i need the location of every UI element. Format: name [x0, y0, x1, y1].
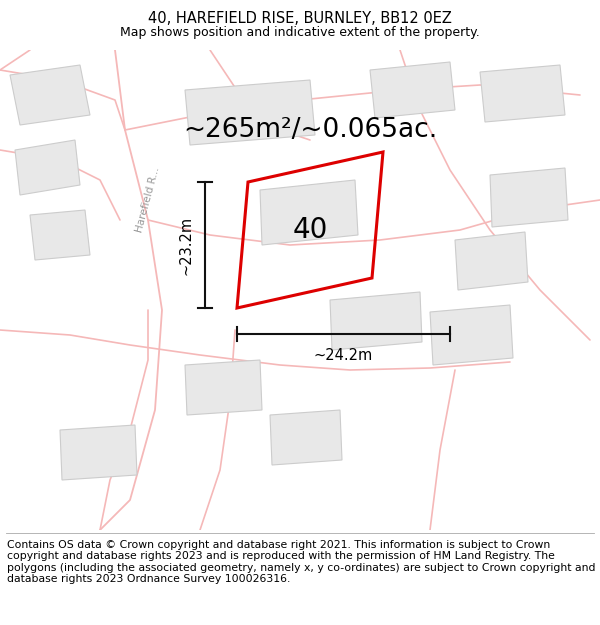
Polygon shape — [185, 360, 262, 415]
Polygon shape — [260, 180, 358, 245]
Text: 40: 40 — [292, 216, 328, 244]
Polygon shape — [10, 65, 90, 125]
Polygon shape — [455, 232, 528, 290]
Text: 40, HAREFIELD RISE, BURNLEY, BB12 0EZ: 40, HAREFIELD RISE, BURNLEY, BB12 0EZ — [148, 11, 452, 26]
Polygon shape — [490, 168, 568, 227]
Polygon shape — [480, 65, 565, 122]
Polygon shape — [370, 62, 455, 118]
Text: Map shows position and indicative extent of the property.: Map shows position and indicative extent… — [120, 26, 480, 39]
Polygon shape — [30, 210, 90, 260]
Text: Contains OS data © Crown copyright and database right 2021. This information is : Contains OS data © Crown copyright and d… — [7, 539, 596, 584]
Text: Harefield R...: Harefield R... — [134, 166, 161, 234]
Polygon shape — [270, 410, 342, 465]
Polygon shape — [330, 292, 422, 350]
Polygon shape — [430, 305, 513, 365]
Text: ~265m²/~0.065ac.: ~265m²/~0.065ac. — [183, 117, 437, 143]
Text: ~23.2m: ~23.2m — [178, 216, 193, 274]
Polygon shape — [15, 140, 80, 195]
Polygon shape — [60, 425, 137, 480]
Text: ~24.2m: ~24.2m — [314, 348, 373, 363]
Polygon shape — [185, 80, 315, 145]
